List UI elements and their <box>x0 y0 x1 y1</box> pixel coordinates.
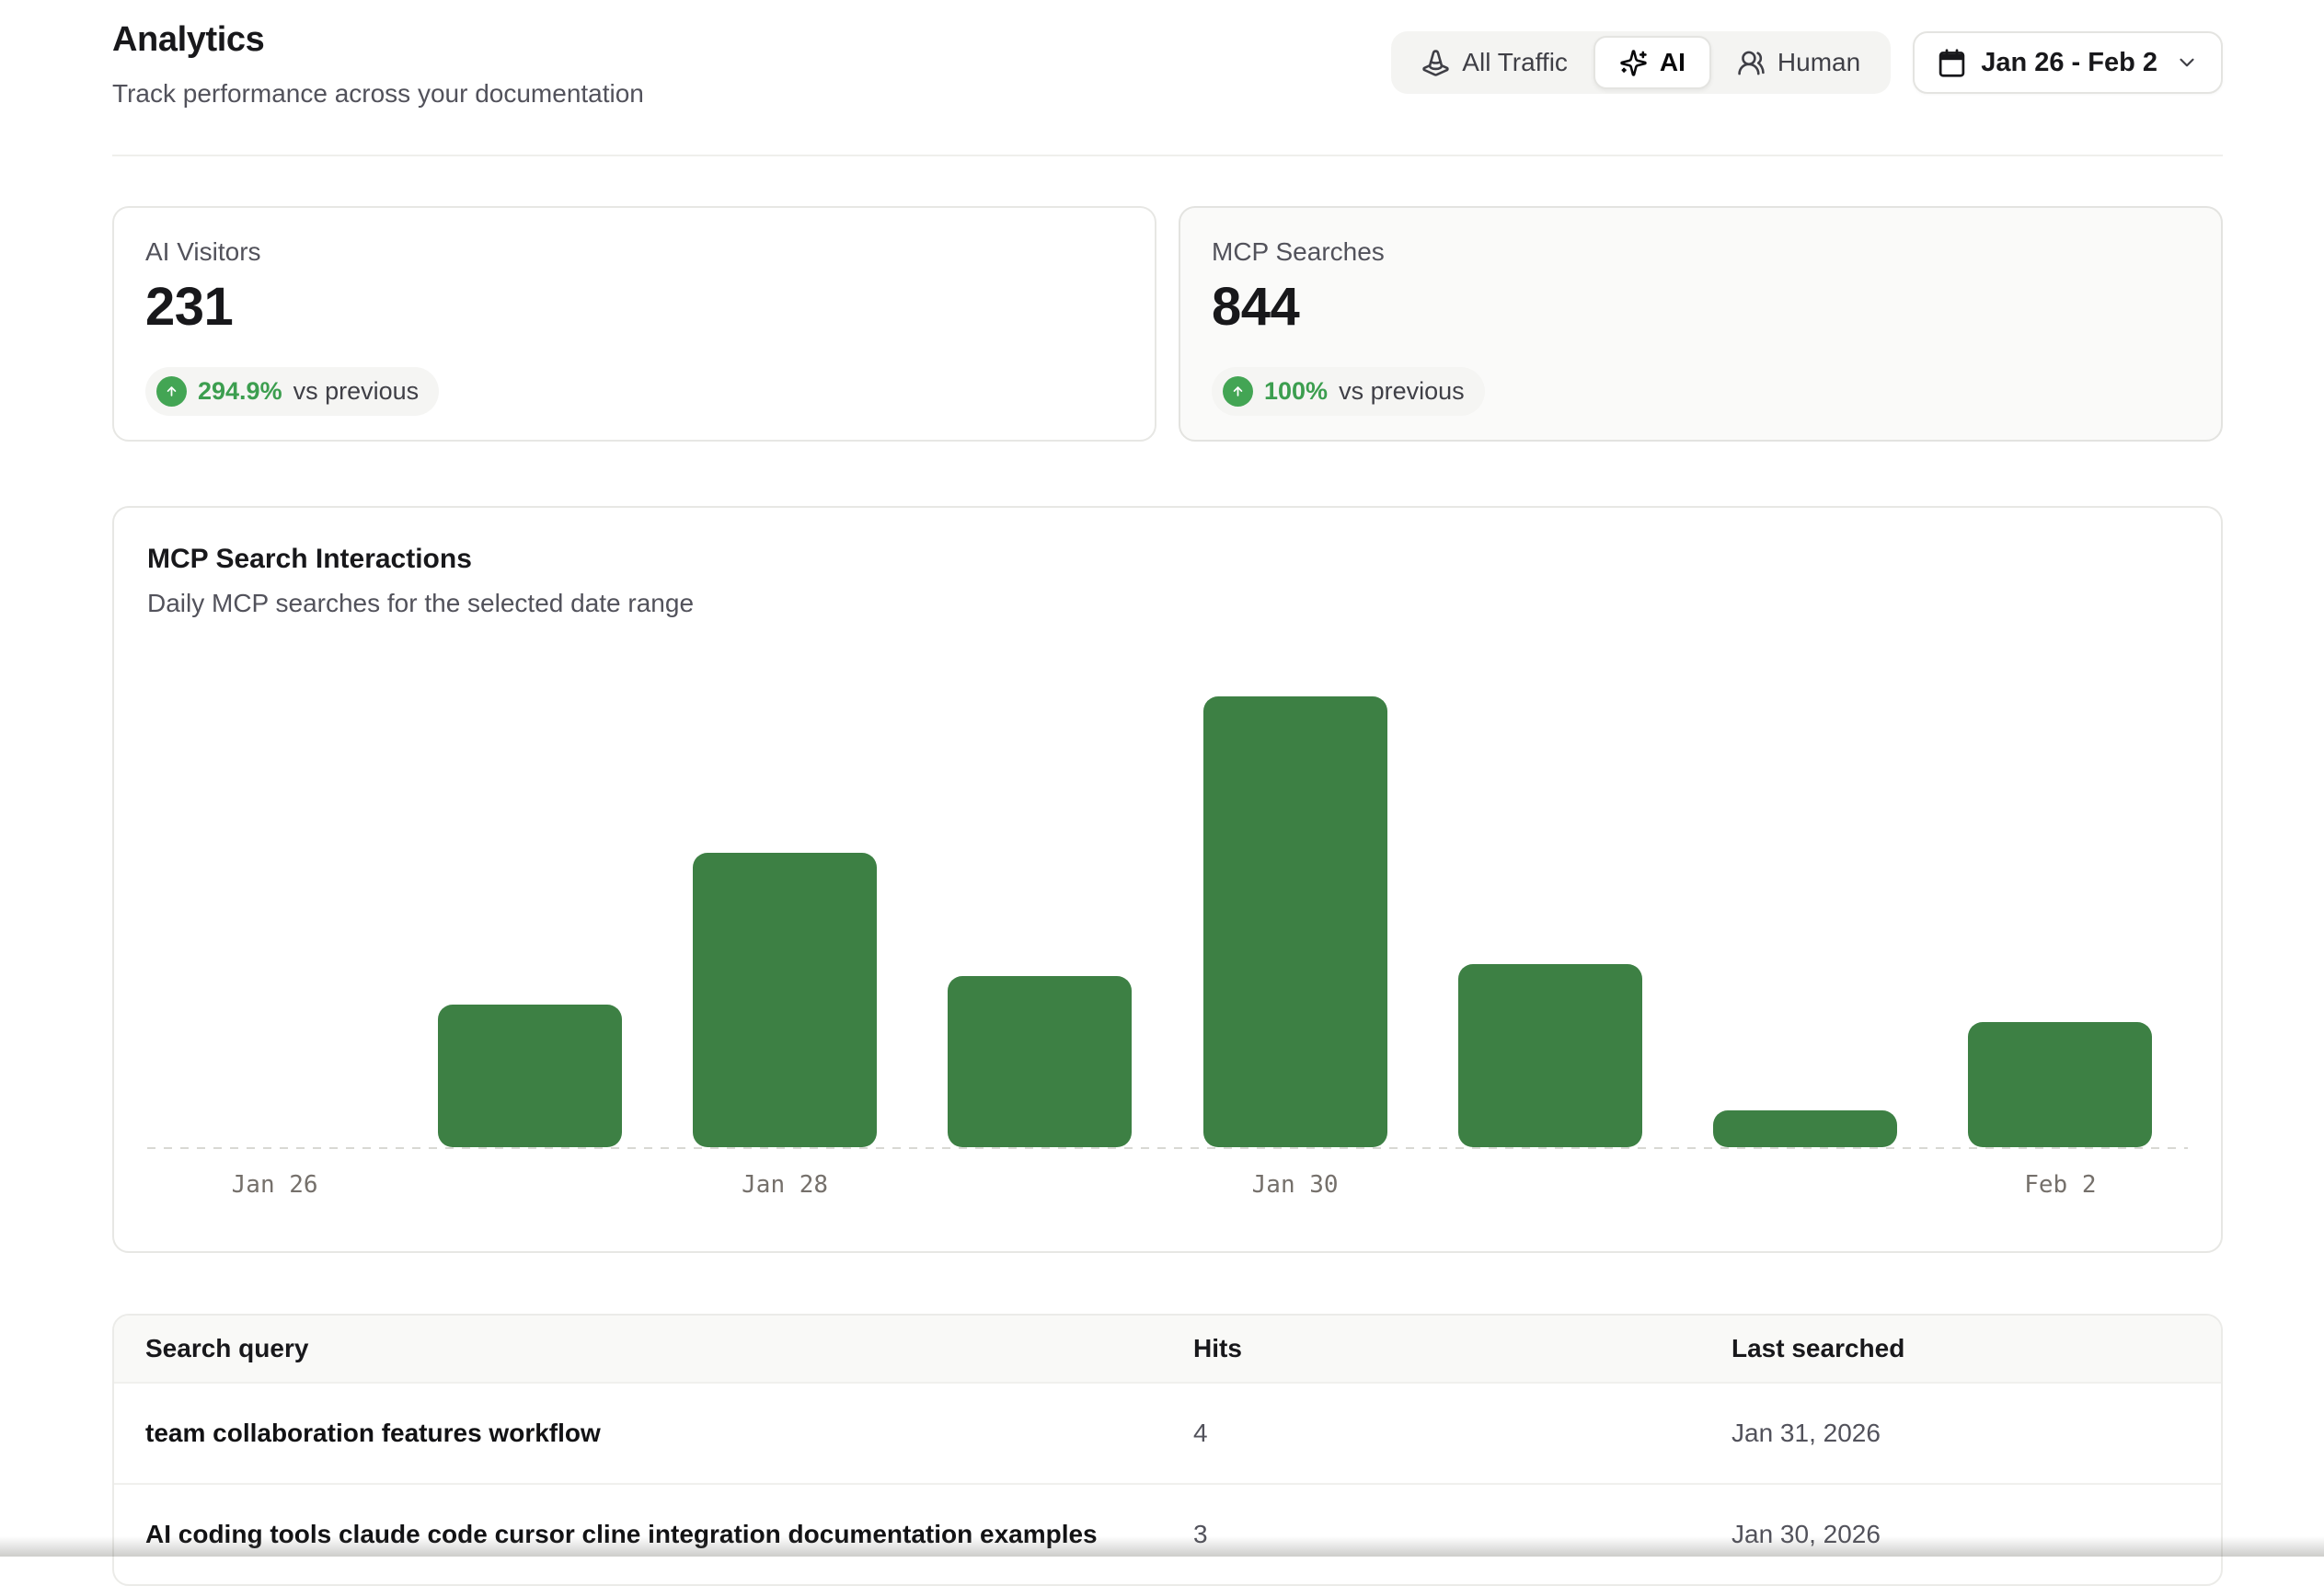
x-tick-label <box>1422 1171 1677 1199</box>
column-header-search-query: Search query <box>114 1316 1193 1382</box>
stat-value: 231 <box>145 278 1123 337</box>
bar-feb-2[interactable] <box>1968 1022 2152 1147</box>
header-divider <box>112 155 2223 156</box>
bar-slot <box>147 644 402 1147</box>
bar-jan-31[interactable] <box>1458 964 1642 1147</box>
viewport-bottom-fade <box>0 1536 2324 1557</box>
x-tick-label: Jan 28 <box>658 1171 913 1199</box>
table-row: AI coding tools claude code cursor cline… <box>114 1483 2221 1584</box>
segment-ai[interactable]: AI <box>1593 36 1711 89</box>
trend-badge: 100% vs previous <box>1212 367 1485 416</box>
users-icon <box>1737 49 1766 77</box>
query-cell: team collaboration features workflow <box>114 1384 1193 1483</box>
bar-jan-27[interactable] <box>438 1005 622 1147</box>
x-tick-label: Feb 2 <box>1933 1171 2188 1199</box>
delta-value: 294.9% <box>198 377 282 406</box>
stat-card-ai-visitors[interactable]: AI Visitors 231 294.9% vs previous <box>112 206 1156 442</box>
toolbar: All Traffic AI Human <box>1391 31 2223 94</box>
segment-label: All Traffic <box>1462 48 1568 77</box>
hits-cell: 3 <box>1193 1485 1731 1584</box>
bar-slot <box>1678 644 1933 1147</box>
bar-jan-30[interactable] <box>1203 696 1387 1147</box>
table-header-row: Search query Hits Last searched <box>114 1316 2221 1382</box>
calendar-icon <box>1937 48 1967 78</box>
bar-feb-1[interactable] <box>1713 1110 1897 1147</box>
x-tick-label: Jan 30 <box>1168 1171 1422 1199</box>
last-searched-cell: Jan 31, 2026 <box>1731 1384 2221 1483</box>
trend-badge: 294.9% vs previous <box>145 367 439 416</box>
x-tick-label: Jan 26 <box>147 1171 402 1199</box>
stat-value: 844 <box>1212 278 2190 337</box>
traffic-filter-group: All Traffic AI Human <box>1391 31 1891 94</box>
segment-label: Human <box>1778 48 1860 77</box>
mcp-search-interactions-chart-card: MCP Search Interactions Daily MCP search… <box>112 506 2223 1253</box>
last-searched-cell: Jan 30, 2026 <box>1731 1485 2221 1584</box>
traffic-cone-icon <box>1421 49 1450 77</box>
chart-subtitle: Daily MCP searches for the selected date… <box>147 585 2188 622</box>
x-tick-label <box>402 1171 657 1199</box>
chevron-down-icon <box>2175 51 2199 75</box>
bar-slot <box>1933 644 2188 1147</box>
bar-jan-28[interactable] <box>693 853 877 1147</box>
hits-cell: 4 <box>1193 1384 1731 1483</box>
delta-suffix: vs previous <box>1339 377 1465 406</box>
segment-all-traffic[interactable]: All Traffic <box>1396 36 1593 89</box>
page-header: Analytics Track performance across your … <box>112 18 2223 156</box>
delta-value: 100% <box>1264 377 1328 406</box>
bar-slot <box>658 644 913 1147</box>
bar-slot <box>402 644 657 1147</box>
segment-human[interactable]: Human <box>1711 36 1886 89</box>
stat-card-mcp-searches[interactable]: MCP Searches 844 100% vs previous <box>1179 206 2223 442</box>
delta-suffix: vs previous <box>293 377 420 406</box>
stat-label: AI Visitors <box>145 236 1123 269</box>
column-header-hits: Hits <box>1193 1316 1731 1382</box>
bar-slot <box>1168 644 1422 1147</box>
date-range-label: Jan 26 - Feb 2 <box>1981 48 2157 78</box>
bar-jan-29[interactable] <box>948 976 1132 1147</box>
bar-slot <box>913 644 1168 1147</box>
bar-slot <box>1422 644 1677 1147</box>
query-cell: AI coding tools claude code cursor cline… <box>114 1485 1193 1584</box>
sparkles-icon <box>1619 49 1648 77</box>
x-tick-label <box>1678 1171 1933 1199</box>
trend-up-icon <box>1223 376 1253 407</box>
segment-label: AI <box>1660 48 1685 77</box>
chart-bars <box>147 644 2188 1147</box>
stat-cards-row: AI Visitors 231 294.9% vs previous MCP S… <box>112 206 2223 442</box>
x-tick-label <box>913 1171 1168 1199</box>
date-range-picker[interactable]: Jan 26 - Feb 2 <box>1913 31 2223 94</box>
chart-x-axis: Jan 26 Jan 28 Jan 30 Feb 2 <box>147 1171 2188 1199</box>
trend-up-icon <box>156 376 187 407</box>
chart-title: MCP Search Interactions <box>147 539 2188 580</box>
stat-label: MCP Searches <box>1212 236 2190 269</box>
column-header-last-searched: Last searched <box>1731 1316 2221 1382</box>
